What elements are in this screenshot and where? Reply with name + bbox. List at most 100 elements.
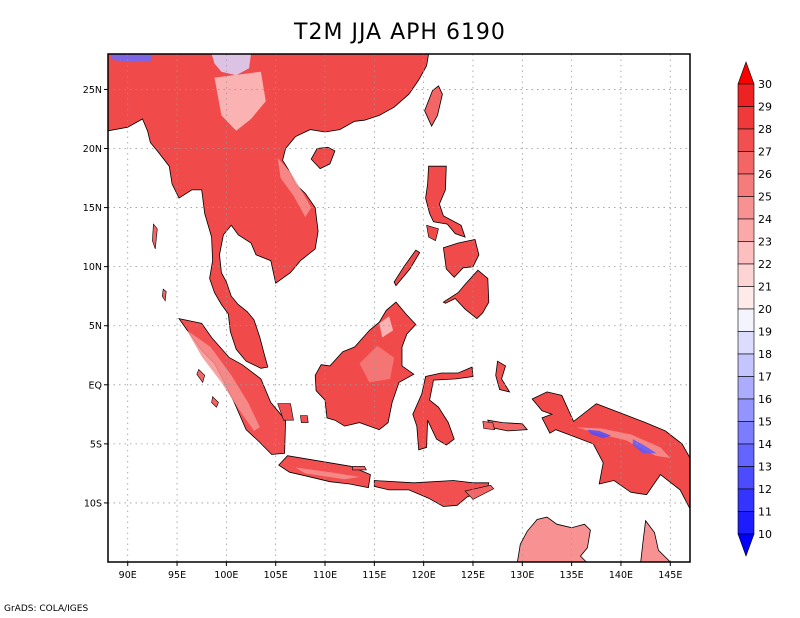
island-siberut bbox=[211, 395, 219, 408]
lat-tick-label: 15N bbox=[83, 203, 102, 214]
landmass-palawan bbox=[393, 249, 421, 287]
lon-tick-label: 100E bbox=[214, 570, 238, 581]
temp-region-borneo-interior bbox=[359, 345, 395, 383]
colorbar-level-label: 15 bbox=[758, 416, 772, 429]
map-grid bbox=[108, 54, 690, 562]
map-title: T2M JJA APH 6190 bbox=[294, 20, 506, 45]
temp-region-annamite bbox=[277, 158, 312, 217]
landmass-new-guinea bbox=[531, 391, 690, 509]
temp-region-yunnan-highland bbox=[214, 71, 266, 131]
colorbar-level-label: 27 bbox=[758, 146, 772, 159]
map-frame bbox=[107, 53, 691, 563]
lon-tick-label: 105E bbox=[264, 570, 288, 581]
island-andaman bbox=[152, 223, 158, 250]
island-nias bbox=[196, 368, 206, 384]
colorbar-swatch bbox=[737, 83, 755, 107]
colorbar-swatch bbox=[737, 308, 755, 332]
colorbar-level-label: 25 bbox=[758, 191, 772, 204]
colorbar-swatch bbox=[737, 151, 755, 175]
colorbar-level-label: 18 bbox=[758, 348, 772, 361]
footer-credit: GrADS: COLA/IGES bbox=[4, 604, 89, 614]
colorbar-level-label: 23 bbox=[758, 236, 772, 249]
longitude-labels: 90E 95E 100E 105E 110E 115E 120E 125E 130E 135E 14… bbox=[119, 562, 682, 581]
landmass-mindanao bbox=[442, 269, 490, 320]
lat-tick-label: EQ bbox=[89, 380, 102, 391]
colorbar-level-label: 20 bbox=[758, 303, 772, 316]
temp-region-sumatra-ridge bbox=[186, 330, 260, 431]
island-bangka bbox=[277, 403, 294, 421]
lat-tick-label: 25N bbox=[83, 85, 102, 96]
lon-tick-label: 135E bbox=[560, 570, 584, 581]
lon-tick-label: 120E bbox=[412, 570, 436, 581]
colorbar-swatch bbox=[737, 106, 755, 130]
landmass-australia-north bbox=[516, 516, 671, 562]
colorbar-swatch bbox=[737, 331, 755, 355]
landmass-sulawesi bbox=[412, 366, 474, 451]
colorbar-swatch bbox=[737, 443, 755, 467]
land-layer bbox=[108, 54, 690, 562]
colorbar-swatch bbox=[737, 196, 755, 220]
colorbar-level-label: 29 bbox=[758, 101, 772, 114]
colorbar-level-label: 10 bbox=[758, 528, 772, 541]
temp-region-snow-peaks bbox=[587, 429, 612, 438]
lat-tick-label: 5N bbox=[89, 321, 102, 332]
temp-region-java-highland bbox=[295, 467, 360, 480]
lat-tick-label: 5S bbox=[90, 439, 102, 450]
colorbar-level-label: 30 bbox=[758, 78, 772, 91]
colorbar-top-arrow bbox=[737, 61, 755, 85]
lon-tick-label: 95E bbox=[168, 570, 186, 581]
landmass-halmahera bbox=[495, 360, 511, 393]
island-belitung bbox=[300, 415, 309, 423]
colorbar-level-label: 14 bbox=[758, 438, 772, 451]
lat-tick-label: 10S bbox=[84, 498, 102, 509]
colorbar-swatch bbox=[737, 218, 755, 242]
colorbar-swatch bbox=[737, 376, 755, 400]
lon-tick-label: 110E bbox=[313, 570, 337, 581]
landmass-visayas bbox=[442, 239, 480, 278]
colorbar-level-label: 13 bbox=[758, 461, 772, 474]
colorbar-swatch bbox=[737, 128, 755, 152]
lon-tick-label: 125E bbox=[461, 570, 485, 581]
colorbar-swatch bbox=[737, 398, 755, 422]
colorbar-swatch bbox=[737, 511, 755, 535]
lat-tick-label: 10N bbox=[83, 262, 102, 273]
colorbar-swatch bbox=[737, 263, 755, 287]
landmass-luzon bbox=[425, 165, 466, 238]
temp-region-himalaya-corner bbox=[111, 54, 153, 63]
island-buru bbox=[482, 421, 496, 431]
colorbar-swatch bbox=[737, 241, 755, 265]
island-madura bbox=[352, 465, 367, 471]
colorbar-bottom-arrow bbox=[737, 533, 755, 557]
lon-tick-label: 140E bbox=[609, 570, 633, 581]
landmass-mainland-asia bbox=[108, 54, 430, 369]
colorbar-level-label: 12 bbox=[758, 483, 772, 496]
colorbar-swatch bbox=[737, 286, 755, 310]
colorbar-level-label: 11 bbox=[758, 506, 772, 519]
colorbar-level-label: 16 bbox=[758, 393, 772, 406]
island-timor-east bbox=[464, 484, 495, 500]
latitude-labels: 25N 20N 15N 10N 5N EQ 5S 10S bbox=[83, 85, 108, 509]
colorbar-swatch bbox=[737, 488, 755, 512]
colorbar-level-label: 24 bbox=[758, 213, 772, 226]
lon-tick-label: 90E bbox=[119, 570, 137, 581]
colorbar: 30 29 28 27 26 25 24 23 22 21 20 19 18 17 16 15 14 13 12 11… bbox=[737, 61, 772, 557]
colorbar-level-label: 21 bbox=[758, 281, 772, 294]
lon-tick-label: 145E bbox=[658, 570, 682, 581]
temp-region-snow-peaks-east bbox=[632, 439, 657, 454]
colorbar-level-label: 26 bbox=[758, 168, 772, 181]
colorbar-swatch bbox=[737, 421, 755, 445]
colorbar-level-label: 17 bbox=[758, 371, 772, 384]
colorbar-level-label: 22 bbox=[758, 258, 772, 271]
landmass-taiwan bbox=[424, 85, 443, 127]
colorbar-swatch bbox=[737, 353, 755, 377]
lon-tick-label: 115E bbox=[362, 570, 386, 581]
temp-region-kinabalu bbox=[379, 316, 394, 338]
island-nicobar bbox=[161, 288, 167, 302]
colorbar-swatch bbox=[737, 173, 755, 197]
lon-tick-label: 130E bbox=[510, 570, 534, 581]
colorbar-level-label: 19 bbox=[758, 326, 772, 339]
colorbar-swatch bbox=[737, 466, 755, 490]
temp-region-tibetan-edge bbox=[211, 54, 251, 76]
island-mindoro bbox=[426, 224, 439, 242]
